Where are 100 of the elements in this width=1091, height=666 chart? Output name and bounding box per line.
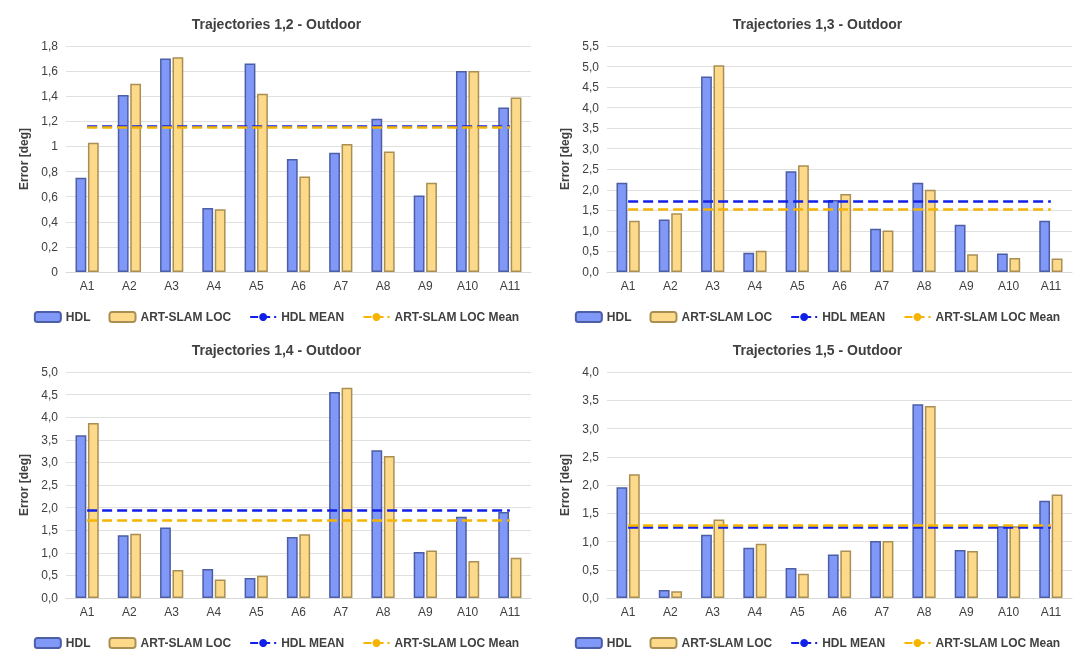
y-tick-label: 1,0 — [582, 534, 600, 549]
bar — [172, 57, 184, 272]
x-tick-label: A8 — [375, 279, 391, 293]
bar — [870, 540, 881, 598]
bar — [798, 573, 809, 598]
y-tick-label: 0 — [51, 265, 59, 279]
y-tick-label: 2,0 — [582, 182, 600, 197]
bar — [244, 63, 256, 272]
legend-label: ART-SLAM LOC — [140, 636, 232, 650]
x-tick-label: A5 — [789, 605, 805, 619]
bar — [870, 228, 881, 272]
bar — [87, 142, 99, 272]
x-tick-label: A10 — [456, 279, 479, 293]
y-tick-label: 4,5 — [41, 387, 59, 402]
bar — [924, 405, 936, 598]
x-tick-label: A10 — [997, 279, 1020, 293]
x-tick-label: A5 — [789, 279, 805, 293]
bar — [341, 387, 353, 598]
x-tick-label: A8 — [916, 279, 932, 293]
bar — [954, 224, 966, 272]
x-tick-label: A9 — [958, 279, 974, 293]
chart-title: Trajectories 1,2 - Outdoor — [191, 16, 362, 32]
bar — [329, 391, 340, 598]
bar — [912, 404, 924, 598]
y-tick-label: 0,0 — [41, 591, 59, 605]
x-tick-label: A8 — [916, 605, 932, 619]
x-tick-label: A7 — [874, 605, 890, 619]
x-tick-label: A6 — [291, 279, 307, 293]
legend-label: HDL MEAN — [281, 636, 345, 650]
bar — [426, 182, 437, 272]
bar — [468, 71, 480, 272]
x-tick-label: A4 — [206, 279, 222, 293]
bar — [954, 549, 966, 598]
x-tick-label: A6 — [832, 279, 848, 293]
bar — [498, 512, 510, 598]
bar — [214, 579, 226, 598]
bar — [713, 519, 725, 598]
bar — [160, 58, 171, 272]
x-tick-label: A1 — [620, 279, 636, 293]
y-tick-label: 1,0 — [582, 223, 600, 238]
legend-label: ART-SLAM LOC Mean — [935, 636, 1061, 650]
legend-label: HDL — [65, 310, 91, 324]
y-tick-label: 0,4 — [41, 214, 59, 229]
bar — [996, 526, 1008, 598]
legend-label: ART-SLAM LOC Mean — [394, 636, 520, 650]
bar — [785, 568, 797, 598]
y-tick-label: 1,4 — [41, 89, 59, 104]
y-tick-label: 2,5 — [582, 449, 600, 464]
x-tick-label: A11 — [499, 605, 521, 619]
bar — [426, 550, 437, 598]
x-tick-label: A9 — [417, 605, 433, 619]
bar — [967, 551, 978, 598]
bar — [510, 97, 522, 272]
legend-label: ART-SLAM LOC — [140, 310, 232, 324]
y-tick-label: 2,0 — [41, 500, 59, 515]
y-tick-label: 4,0 — [41, 410, 59, 425]
bar — [172, 569, 184, 598]
y-tick-label: 1,5 — [582, 203, 600, 218]
bar — [658, 590, 670, 598]
bar — [1009, 526, 1021, 598]
bar — [743, 547, 755, 598]
x-tick-label: A11 — [1040, 605, 1062, 619]
y-tick-label: 1,6 — [41, 64, 59, 79]
y-tick-label: 3,5 — [582, 393, 600, 408]
y-tick-label: 0,5 — [41, 568, 59, 583]
bar — [299, 176, 311, 272]
x-tick-label: A4 — [206, 605, 222, 619]
x-tick-label: A7 — [874, 279, 890, 293]
bar — [75, 435, 87, 598]
x-tick-label: A9 — [958, 605, 974, 619]
bar — [827, 200, 839, 272]
bar — [924, 189, 936, 272]
x-tick-label: A6 — [832, 605, 848, 619]
bar — [743, 252, 755, 272]
bar — [882, 540, 894, 598]
y-tick-label: 3,5 — [41, 432, 59, 447]
x-tick-label: A9 — [417, 279, 433, 293]
y-tick-label: 1,8 — [41, 39, 59, 53]
x-tick-label: A10 — [997, 605, 1020, 619]
legend-label: HDL — [606, 310, 632, 324]
y-tick-label: 0,0 — [582, 265, 600, 279]
bar — [371, 450, 383, 598]
y-tick-label: 0,5 — [582, 562, 600, 577]
y-tick-label: 1 — [51, 139, 59, 154]
legend-label: ART-SLAM LOC — [681, 636, 773, 650]
x-tick-label: A2 — [122, 279, 138, 293]
y-tick-label: 2,0 — [582, 478, 600, 492]
y-tick-label: 3,0 — [582, 421, 600, 436]
bar — [628, 474, 640, 598]
legend-label: HDL MEAN — [822, 636, 886, 650]
bar — [130, 83, 142, 272]
bar — [713, 65, 725, 272]
bar — [455, 71, 467, 272]
bar — [257, 93, 268, 272]
bar — [785, 171, 797, 272]
y-tick-label: 1,5 — [41, 523, 59, 538]
bar — [371, 118, 383, 272]
bar — [130, 533, 142, 598]
bar — [1039, 220, 1051, 272]
bar — [498, 107, 510, 272]
